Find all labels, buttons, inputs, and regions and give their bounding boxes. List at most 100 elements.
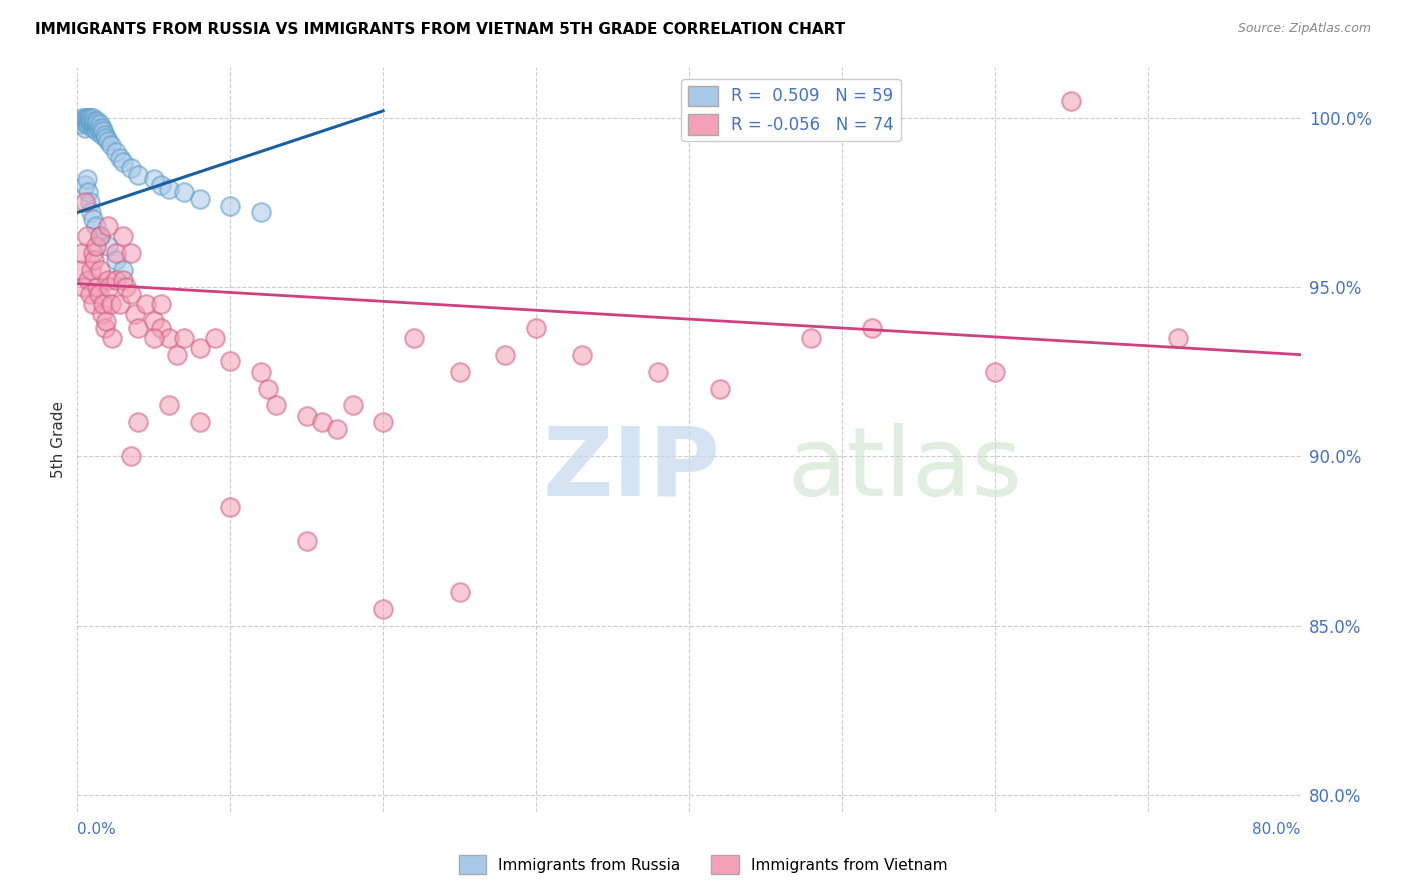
Point <box>84 219 107 233</box>
Point <box>69 263 91 277</box>
Point <box>80 118 103 132</box>
Point <box>97 273 120 287</box>
Point <box>77 114 100 128</box>
Point <box>1060 94 1083 108</box>
Point <box>127 168 149 182</box>
Point <box>89 229 111 244</box>
Point <box>79 111 101 125</box>
Point <box>79 286 101 301</box>
Point <box>326 422 349 436</box>
Point <box>98 280 121 294</box>
Text: IMMIGRANTS FROM RUSSIA VS IMMIGRANTS FROM VIETNAM 5TH GRADE CORRELATION CHART: IMMIGRANTS FROM RUSSIA VS IMMIGRANTS FRO… <box>35 22 845 37</box>
Point <box>83 114 105 128</box>
Point <box>984 365 1007 379</box>
Point <box>524 320 547 334</box>
Point <box>257 382 280 396</box>
Point <box>150 320 173 334</box>
Point <box>135 297 157 311</box>
Point <box>342 399 364 413</box>
Legend: Immigrants from Russia, Immigrants from Vietnam: Immigrants from Russia, Immigrants from … <box>453 849 953 880</box>
Point <box>127 320 149 334</box>
Point <box>82 120 104 135</box>
Point <box>495 348 517 362</box>
Point <box>86 124 108 138</box>
Point <box>862 320 884 334</box>
Point <box>77 185 100 199</box>
Point <box>112 273 135 287</box>
Point <box>295 533 318 548</box>
Point <box>204 331 226 345</box>
Point <box>157 182 180 196</box>
Point <box>150 297 173 311</box>
Point <box>90 128 112 142</box>
Point <box>112 154 135 169</box>
Point <box>94 320 117 334</box>
Point <box>97 219 120 233</box>
Point <box>79 114 101 128</box>
Text: 0.0%: 0.0% <box>77 822 117 837</box>
Point <box>112 263 135 277</box>
Point <box>84 118 107 132</box>
Point <box>80 263 103 277</box>
Point <box>70 111 93 125</box>
Point <box>800 331 823 345</box>
Point <box>94 128 117 142</box>
Point <box>70 114 93 128</box>
Point <box>127 416 149 430</box>
Point <box>120 449 142 463</box>
Text: 80.0%: 80.0% <box>1253 822 1301 837</box>
Point <box>72 280 94 294</box>
Text: Source: ZipAtlas.com: Source: ZipAtlas.com <box>1237 22 1371 36</box>
Point <box>82 297 104 311</box>
Point <box>250 365 273 379</box>
Point <box>104 145 127 159</box>
Point <box>188 416 211 430</box>
Point <box>73 195 96 210</box>
Legend: R =  0.509   N = 59, R = -0.056   N = 74: R = 0.509 N = 59, R = -0.056 N = 74 <box>682 79 901 141</box>
Point <box>89 229 111 244</box>
Point <box>371 416 394 430</box>
Point <box>112 229 135 244</box>
Point <box>82 212 104 227</box>
Point <box>173 331 195 345</box>
Point <box>104 252 127 267</box>
Point <box>83 118 105 132</box>
Point <box>80 114 103 128</box>
Point <box>371 601 394 615</box>
Point <box>70 246 93 260</box>
Point <box>80 205 103 219</box>
Point <box>647 365 669 379</box>
Point <box>101 331 124 345</box>
Point <box>150 178 173 193</box>
Point <box>250 205 273 219</box>
Point <box>76 229 98 244</box>
Point <box>83 252 105 267</box>
Point <box>264 399 287 413</box>
Point <box>100 137 122 152</box>
Point <box>72 114 94 128</box>
Point <box>142 314 165 328</box>
Point <box>219 199 242 213</box>
Point <box>311 416 333 430</box>
Point <box>402 331 425 345</box>
Point <box>77 118 100 132</box>
Point <box>76 171 98 186</box>
Point <box>219 354 242 368</box>
Point <box>96 314 118 328</box>
Point <box>86 118 108 132</box>
Point <box>82 118 104 132</box>
Point <box>120 161 142 176</box>
Point <box>73 178 96 193</box>
Point <box>173 185 195 199</box>
Point <box>1167 331 1189 345</box>
Point <box>76 118 98 132</box>
Point <box>166 348 188 362</box>
Point <box>77 273 100 287</box>
Point <box>89 118 111 132</box>
Point <box>86 114 108 128</box>
Point <box>188 341 211 355</box>
Point <box>120 286 142 301</box>
Point <box>84 120 107 135</box>
Point <box>96 131 118 145</box>
Point <box>86 280 108 294</box>
